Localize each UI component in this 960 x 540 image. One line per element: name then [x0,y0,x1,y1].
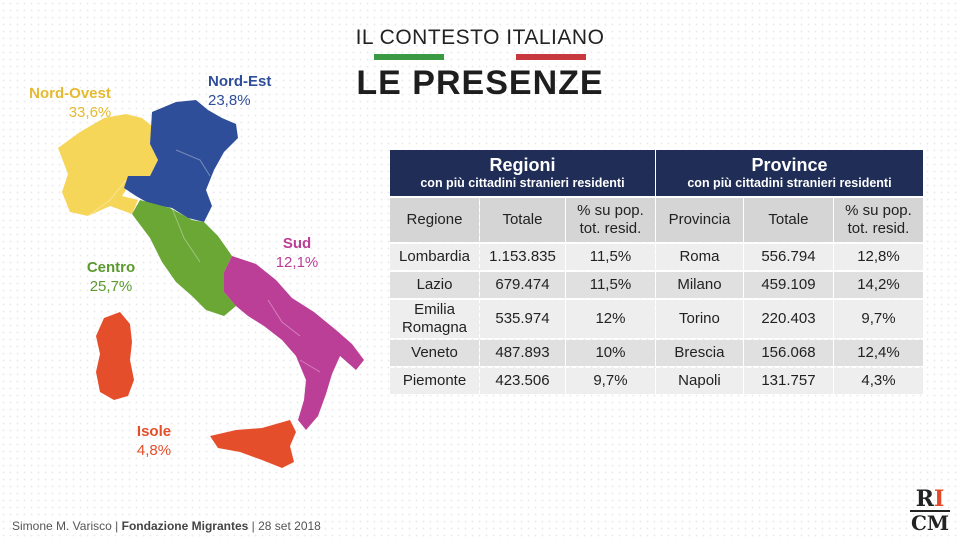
label-nord-est-pct: 23,8% [208,92,251,109]
table-row: Veneto 487.893 10% Brescia 156.068 12,4% [390,340,923,366]
col-header-pct-provincia: % su pop. tot. resid. [833,198,923,242]
label-sud-pct: 12,1% [275,254,319,271]
label-nord-ovest-name: Nord-Ovest [29,85,111,102]
cell-regione-totale: 1.153.835 [480,244,565,270]
label-centro: Centro 25,7% [78,258,144,296]
col-header-totale-provincia: Totale [743,198,833,242]
cell-provincia: Milano [655,272,743,298]
table-row: Emilia Romagna 535.974 12% Torino 220.40… [390,300,923,338]
label-sud-name: Sud [282,235,312,252]
table-row: Lazio 679.474 11,5% Milano 459.109 14,2% [390,272,923,298]
cell-provincia-pct: 12,4% [833,340,923,366]
cell-provincia-totale: 459.109 [743,272,833,298]
logo-letter-r: R [915,486,934,512]
page-title: LE PRESENZE [356,64,604,102]
cell-provincia-pct: 14,2% [833,272,923,298]
col-header-totale-regione: Totale [480,198,565,242]
region-isole-sardegna [96,312,134,400]
table-row: Lombardia 1.153.835 11,5% Roma 556.794 1… [390,244,923,270]
footer-date: 28 set 2018 [258,519,321,533]
italian-flag-red-bar [516,54,586,60]
cell-regione-pct: 9,7% [565,368,655,394]
cell-regione: Piemonte [390,368,479,394]
regioni-subtitle: con più cittadini stranieri residenti [420,176,625,190]
cell-provincia-pct: 12,8% [833,244,923,270]
ricm-logo: RI CM [910,488,950,534]
cell-regione-pct: 12% [565,300,655,338]
italian-flag-green-bar [374,54,444,60]
cell-regione-totale: 487.893 [480,340,565,366]
footer-organization: Fondazione Migrantes [121,519,249,533]
cell-regione-pct: 11,5% [565,244,655,270]
footer-separator: | [251,519,255,533]
cell-provincia-totale: 156.068 [743,340,833,366]
label-centro-name: Centro [86,259,136,276]
cell-provincia-pct: 9,7% [833,300,923,338]
label-nord-est-name: Nord-Est [208,73,272,90]
cell-provincia-totale: 220.403 [743,300,833,338]
region-sud [224,256,364,430]
cell-regione: Lombardia [390,244,479,270]
cell-regione-pct: 11,5% [565,272,655,298]
cell-provincia: Brescia [655,340,743,366]
cell-provincia-totale: 556.794 [743,244,833,270]
cell-regione: Lazio [390,272,479,298]
logo-letter-i: I [934,486,945,512]
cell-regione-totale: 535.974 [480,300,565,338]
col-header-provincia: Provincia [655,198,743,242]
region-nord-est [124,100,238,222]
label-sud: Sud 12,1% [272,234,322,272]
footer-credits: Simone M. Varisco | Fondazione Migrantes… [12,519,321,533]
cell-provincia-pct: 4,3% [833,368,923,394]
logo-line-2: CM [910,510,950,535]
cell-regione-pct: 10% [565,340,655,366]
col-header-pct-regione: % su pop. tot. resid. [565,198,655,242]
italy-regions-map [58,100,364,468]
col-header-regione: Regione [390,198,479,242]
region-borders [87,149,321,373]
province-subtitle: con più cittadini stranieri residenti [687,176,892,190]
section-subtitle: IL CONTESTO ITALIANO [355,26,605,49]
province-title: Province [751,155,828,175]
label-nord-ovest-pct: 33,6% [68,104,112,121]
cell-provincia-totale: 131.757 [743,368,833,394]
regioni-header: Regioni con più cittadini stranieri resi… [390,150,655,196]
label-isole-name: Isole [136,423,172,440]
cell-provincia: Torino [655,300,743,338]
label-nord-ovest: Nord-Ovest 33,6% [18,84,122,122]
label-isole: Isole 4,8% [128,422,180,460]
label-nord-est: Nord-Est 23,8% [198,72,288,110]
footer-separator: | [115,519,119,533]
region-isole-sicilia [210,420,296,468]
label-isole-pct: 4,8% [136,442,172,459]
regioni-title: Regioni [489,155,556,175]
region-centro [132,200,236,316]
footer-author: Simone M. Varisco [12,519,112,533]
region-nord-ovest [58,114,158,216]
cell-provincia: Napoli [655,368,743,394]
table-row: Piemonte 423.506 9,7% Napoli 131.757 4,3… [390,368,923,394]
foreign-residents-table: Regioni con più cittadini stranieri resi… [389,148,924,396]
cell-provincia: Roma [655,244,743,270]
logo-line-1: RI [910,488,950,510]
cell-regione-totale: 679.474 [480,272,565,298]
cell-regione-totale: 423.506 [480,368,565,394]
cell-regione: Veneto [390,340,479,366]
label-centro-pct: 25,7% [89,278,133,295]
cell-regione: Emilia Romagna [390,300,479,338]
province-header: Province con più cittadini stranieri res… [655,150,923,196]
